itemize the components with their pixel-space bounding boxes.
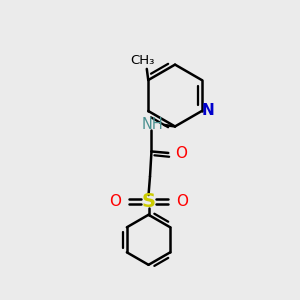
Text: CH₃: CH₃ <box>130 54 154 68</box>
Text: N: N <box>202 103 215 118</box>
Text: O: O <box>176 194 188 209</box>
Text: S: S <box>142 192 155 211</box>
Text: O: O <box>175 146 187 161</box>
Text: O: O <box>109 194 121 209</box>
Text: NH: NH <box>142 118 164 133</box>
